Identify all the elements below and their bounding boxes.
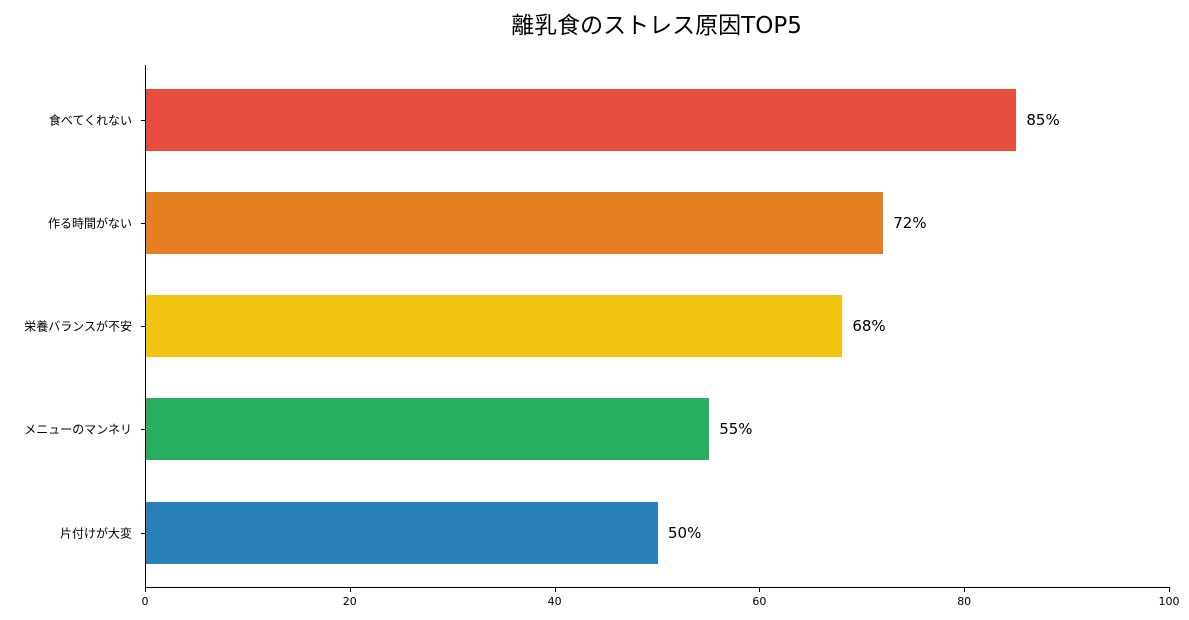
x-tick bbox=[964, 588, 966, 592]
y-tick-label: メニューのマンネリ bbox=[24, 422, 132, 437]
y-tick-label: 片付けが大変 bbox=[59, 526, 132, 541]
x-tick-label: 40 bbox=[547, 595, 562, 608]
y-tick-label: 栄養バランスが不安 bbox=[24, 319, 132, 334]
x-tick-label: 60 bbox=[752, 595, 767, 608]
value-label: 68% bbox=[852, 317, 886, 335]
y-tick bbox=[141, 120, 145, 121]
y-tick bbox=[141, 326, 145, 327]
x-tick-label: 20 bbox=[342, 595, 357, 608]
value-label: 50% bbox=[668, 524, 702, 542]
bar bbox=[146, 295, 843, 357]
x-tick-label: 0 bbox=[141, 595, 149, 608]
value-label: 72% bbox=[893, 214, 927, 232]
y-tick bbox=[141, 533, 145, 534]
value-label: 85% bbox=[1026, 111, 1060, 129]
y-tick-label: 作る時間がない bbox=[47, 216, 132, 231]
chart-title: 離乳食のストレス原因TOP5 bbox=[511, 13, 802, 39]
x-tick bbox=[554, 588, 556, 592]
y-axis-line bbox=[145, 65, 146, 588]
x-axis-line bbox=[145, 587, 1170, 588]
bar bbox=[146, 398, 710, 460]
x-tick-label: 80 bbox=[957, 595, 972, 608]
y-tick bbox=[141, 223, 145, 224]
value-label: 55% bbox=[719, 420, 753, 438]
y-tick-label: 食べてくれない bbox=[48, 113, 132, 128]
x-tick-label: 100 bbox=[1158, 595, 1180, 608]
bar bbox=[146, 192, 884, 254]
x-tick bbox=[1169, 588, 1170, 592]
bar bbox=[146, 89, 1017, 151]
x-tick bbox=[349, 588, 351, 592]
x-tick bbox=[759, 588, 761, 592]
bar bbox=[146, 502, 658, 564]
y-tick bbox=[141, 429, 145, 430]
x-tick bbox=[145, 588, 146, 592]
